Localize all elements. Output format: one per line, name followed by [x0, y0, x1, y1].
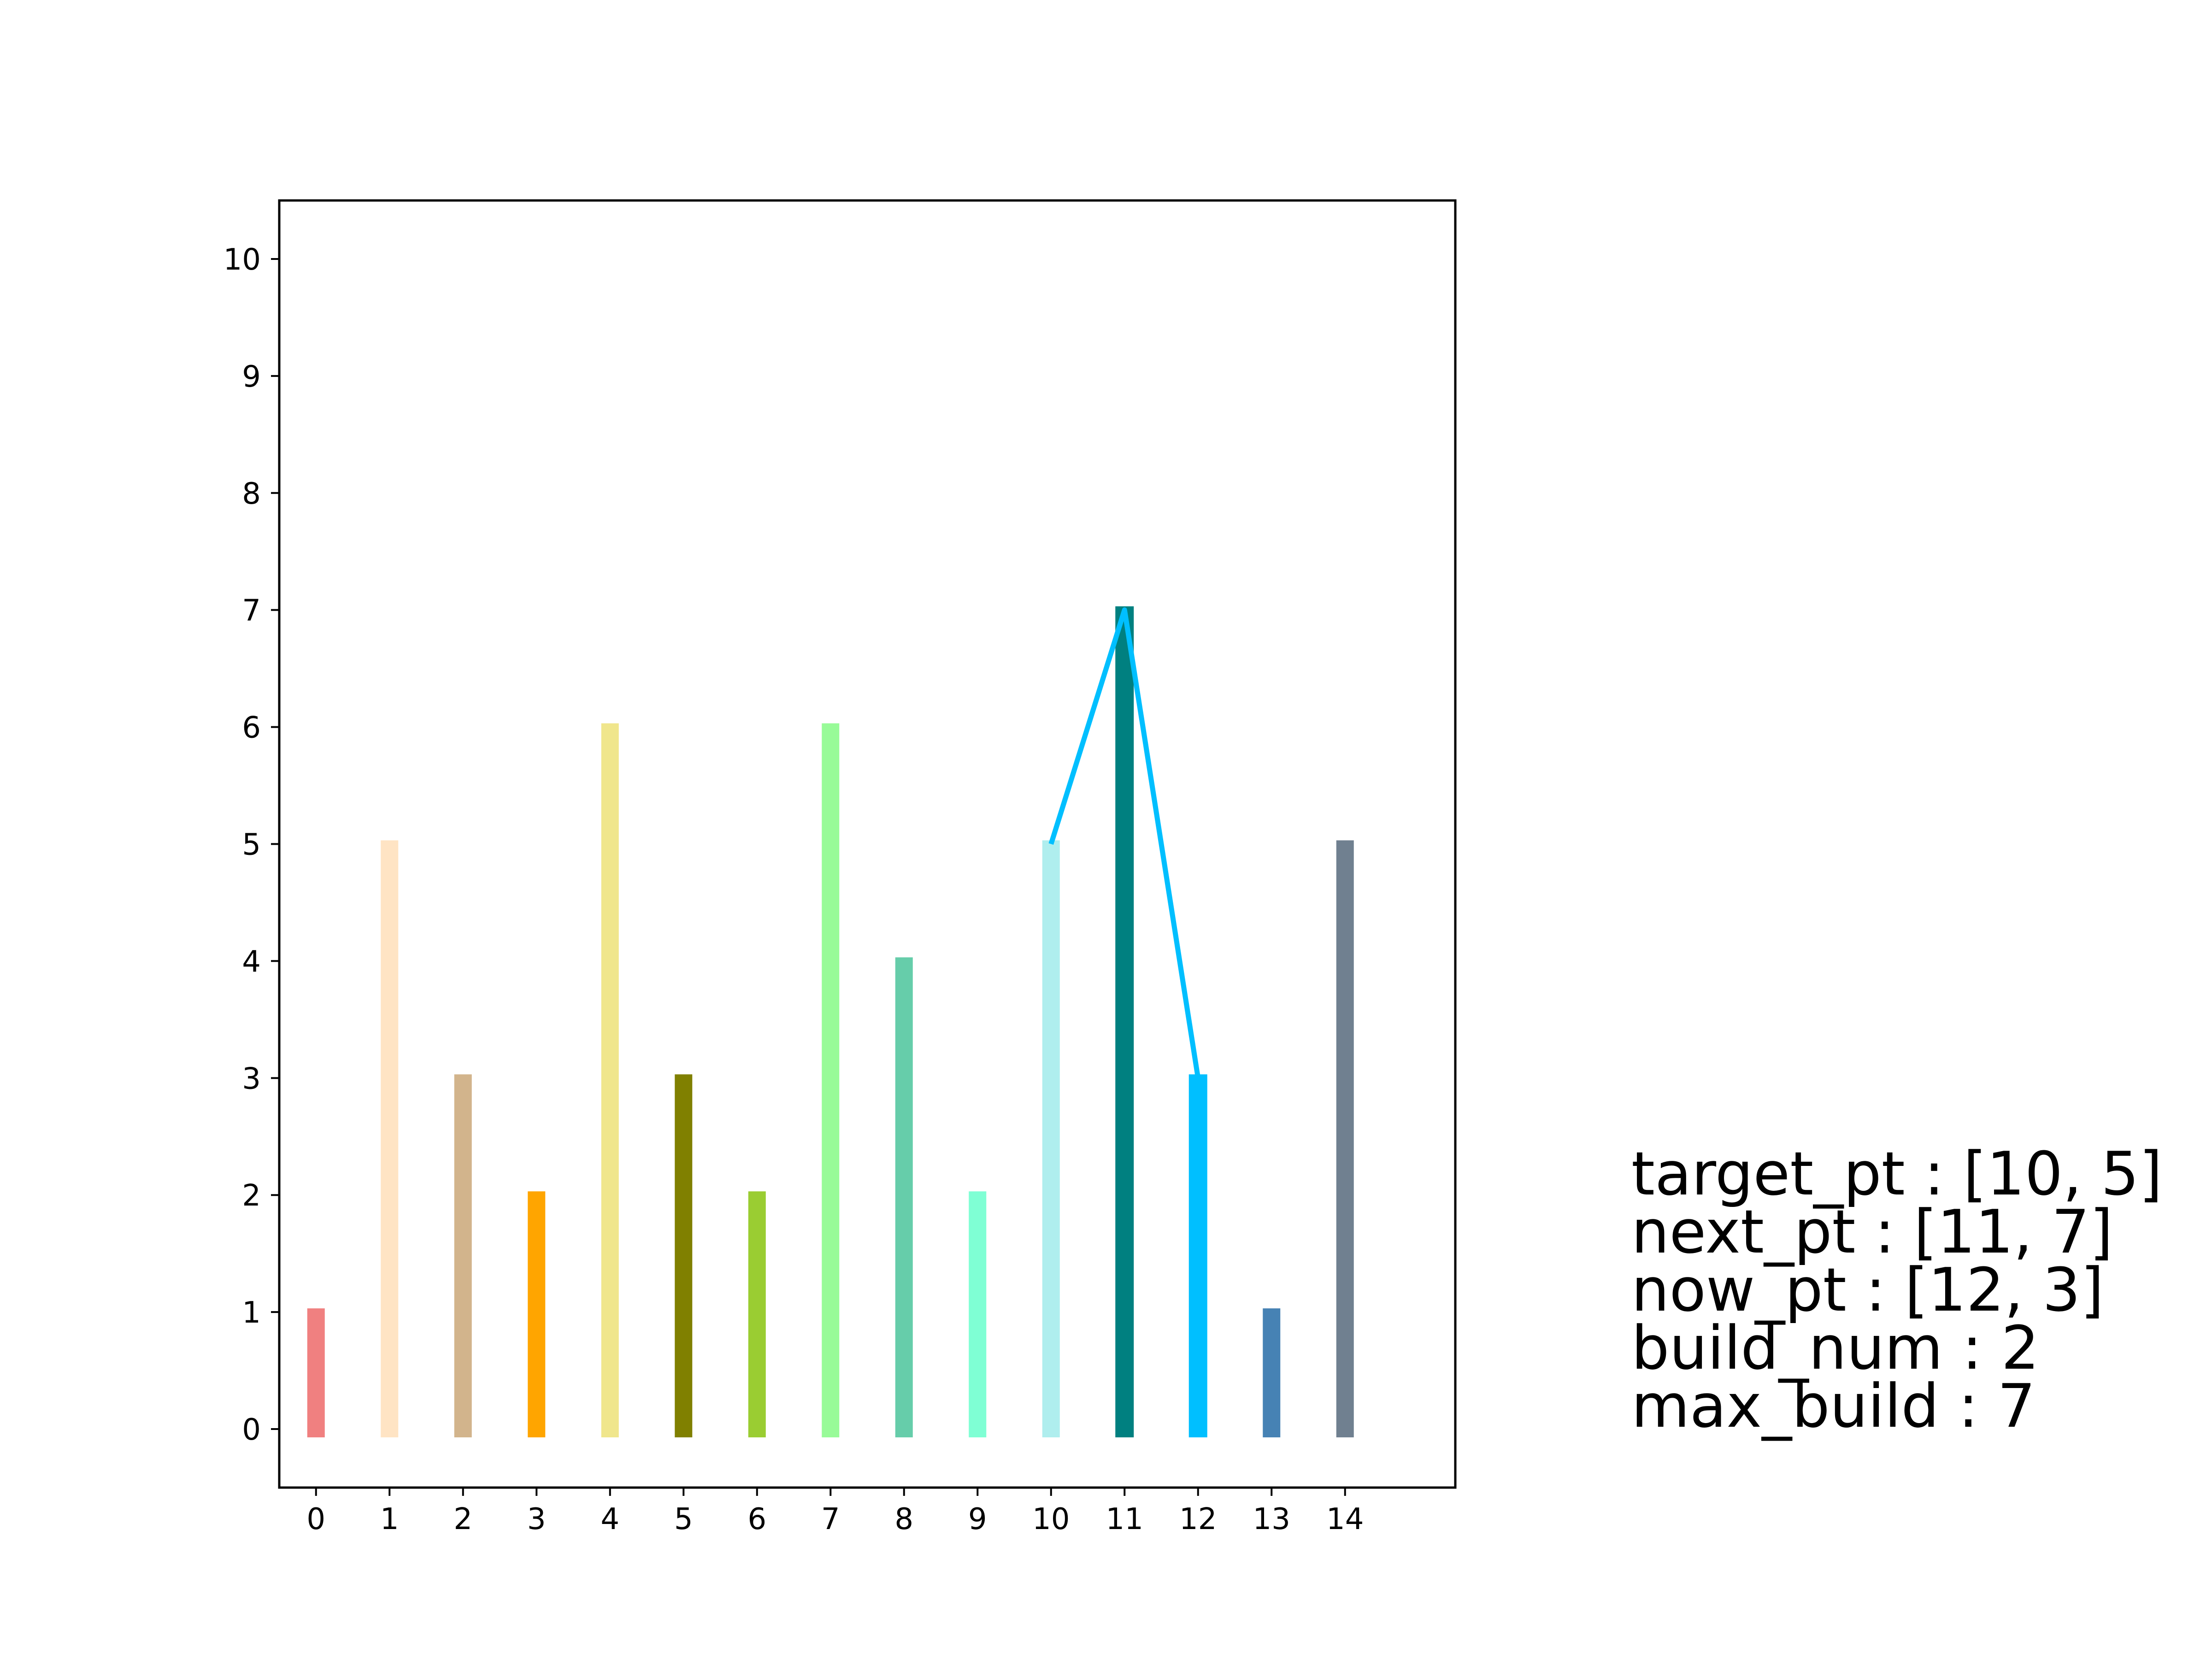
build-num-text: build_num : 2 [1631, 1313, 2039, 1383]
bar-4 [601, 723, 619, 1438]
bar-6 [748, 1191, 766, 1438]
y-tick-label-10: 10 [224, 243, 261, 277]
bars-group [307, 606, 1354, 1438]
y-tick-label-2: 2 [242, 1179, 261, 1213]
x-tick-label-5: 5 [674, 1502, 693, 1536]
target-pt-text: target_pt : [10, 5] [1631, 1139, 2162, 1209]
x-tick-label-1: 1 [380, 1502, 399, 1536]
x-tick-label-6: 6 [747, 1502, 766, 1536]
bar-13 [1263, 1308, 1281, 1438]
bar-1 [381, 840, 399, 1438]
bar-3 [528, 1191, 546, 1438]
y-tick-label-5: 5 [242, 828, 261, 862]
x-tick-label-2: 2 [453, 1502, 472, 1536]
now-pt-text: now_pt : [12, 3] [1631, 1255, 2104, 1325]
x-tick-label-11: 11 [1106, 1502, 1143, 1536]
x-tick-label-14: 14 [1326, 1502, 1364, 1536]
y-tick-label-1: 1 [242, 1296, 261, 1330]
y-tick-label-0: 0 [242, 1413, 261, 1447]
x-tick-label-8: 8 [894, 1502, 913, 1536]
x-tick-label-4: 4 [600, 1502, 619, 1536]
bar-11 [1115, 606, 1134, 1438]
x-tick-label-10: 10 [1032, 1502, 1070, 1536]
y-tick-label-8: 8 [242, 477, 261, 511]
bar-0 [307, 1308, 325, 1438]
trend-line [1048, 607, 1201, 1079]
x-tick-label-7: 7 [821, 1502, 840, 1536]
x-tick-label-0: 0 [306, 1502, 325, 1536]
bar-7 [822, 723, 840, 1438]
bar-5 [675, 1074, 693, 1438]
bar-12 [1188, 1074, 1207, 1438]
y-tick-label-3: 3 [242, 1062, 261, 1096]
bar-2 [454, 1074, 472, 1438]
bar-14 [1336, 840, 1354, 1438]
x-tick-label-12: 12 [1179, 1502, 1217, 1536]
bar-8 [895, 957, 913, 1438]
next-pt-text: next_pt : [11, 7] [1631, 1197, 2113, 1267]
x-axis: 0 1 2 3 4 5 6 7 8 9 10 11 12 13 14 [306, 1488, 1364, 1536]
x-tick-label-13: 13 [1253, 1502, 1290, 1536]
trend-line-group [1048, 607, 1201, 1079]
y-axis: 0 1 2 3 4 5 6 7 8 9 10 [224, 243, 279, 1447]
y-tick-label-6: 6 [242, 711, 261, 745]
x-tick-label-3: 3 [527, 1502, 546, 1536]
max-build-text: max_build : 7 [1631, 1371, 2036, 1441]
bar-9 [969, 1191, 987, 1438]
y-tick-label-4: 4 [242, 945, 261, 979]
info-panel: target_pt : [10, 5] next_pt : [11, 7] no… [1631, 1139, 2162, 1441]
bar-10 [1042, 840, 1060, 1438]
y-tick-label-7: 7 [242, 594, 261, 628]
y-tick-label-9: 9 [242, 360, 261, 394]
x-tick-label-9: 9 [968, 1502, 987, 1536]
